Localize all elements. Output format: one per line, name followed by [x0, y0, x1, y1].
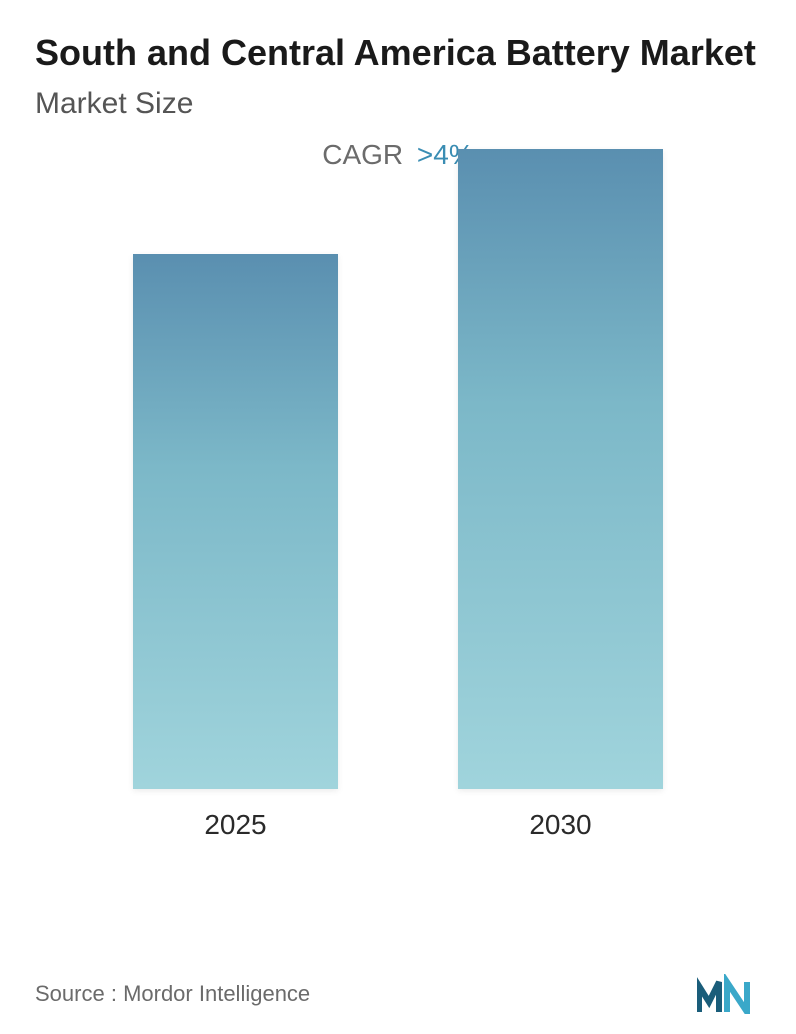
bar-group-1: 2030 — [458, 149, 663, 841]
bar-label-0: 2025 — [204, 809, 266, 841]
bar-label-1: 2030 — [529, 809, 591, 841]
bar-0 — [133, 254, 338, 789]
source-name: Mordor Intelligence — [123, 981, 310, 1006]
chart-subtitle: Market Size — [35, 87, 761, 121]
bar-group-0: 2025 — [133, 254, 338, 841]
chart-title: South and Central America Battery Market — [35, 30, 761, 75]
cagr-label: CAGR — [322, 139, 403, 170]
mn-logo-icon — [697, 974, 761, 1014]
bar-1 — [458, 149, 663, 789]
source-label: Source : — [35, 981, 117, 1006]
footer: Source : Mordor Intelligence — [35, 974, 761, 1014]
chart-area: 2025 2030 — [35, 181, 761, 841]
source-text: Source : Mordor Intelligence — [35, 981, 310, 1007]
